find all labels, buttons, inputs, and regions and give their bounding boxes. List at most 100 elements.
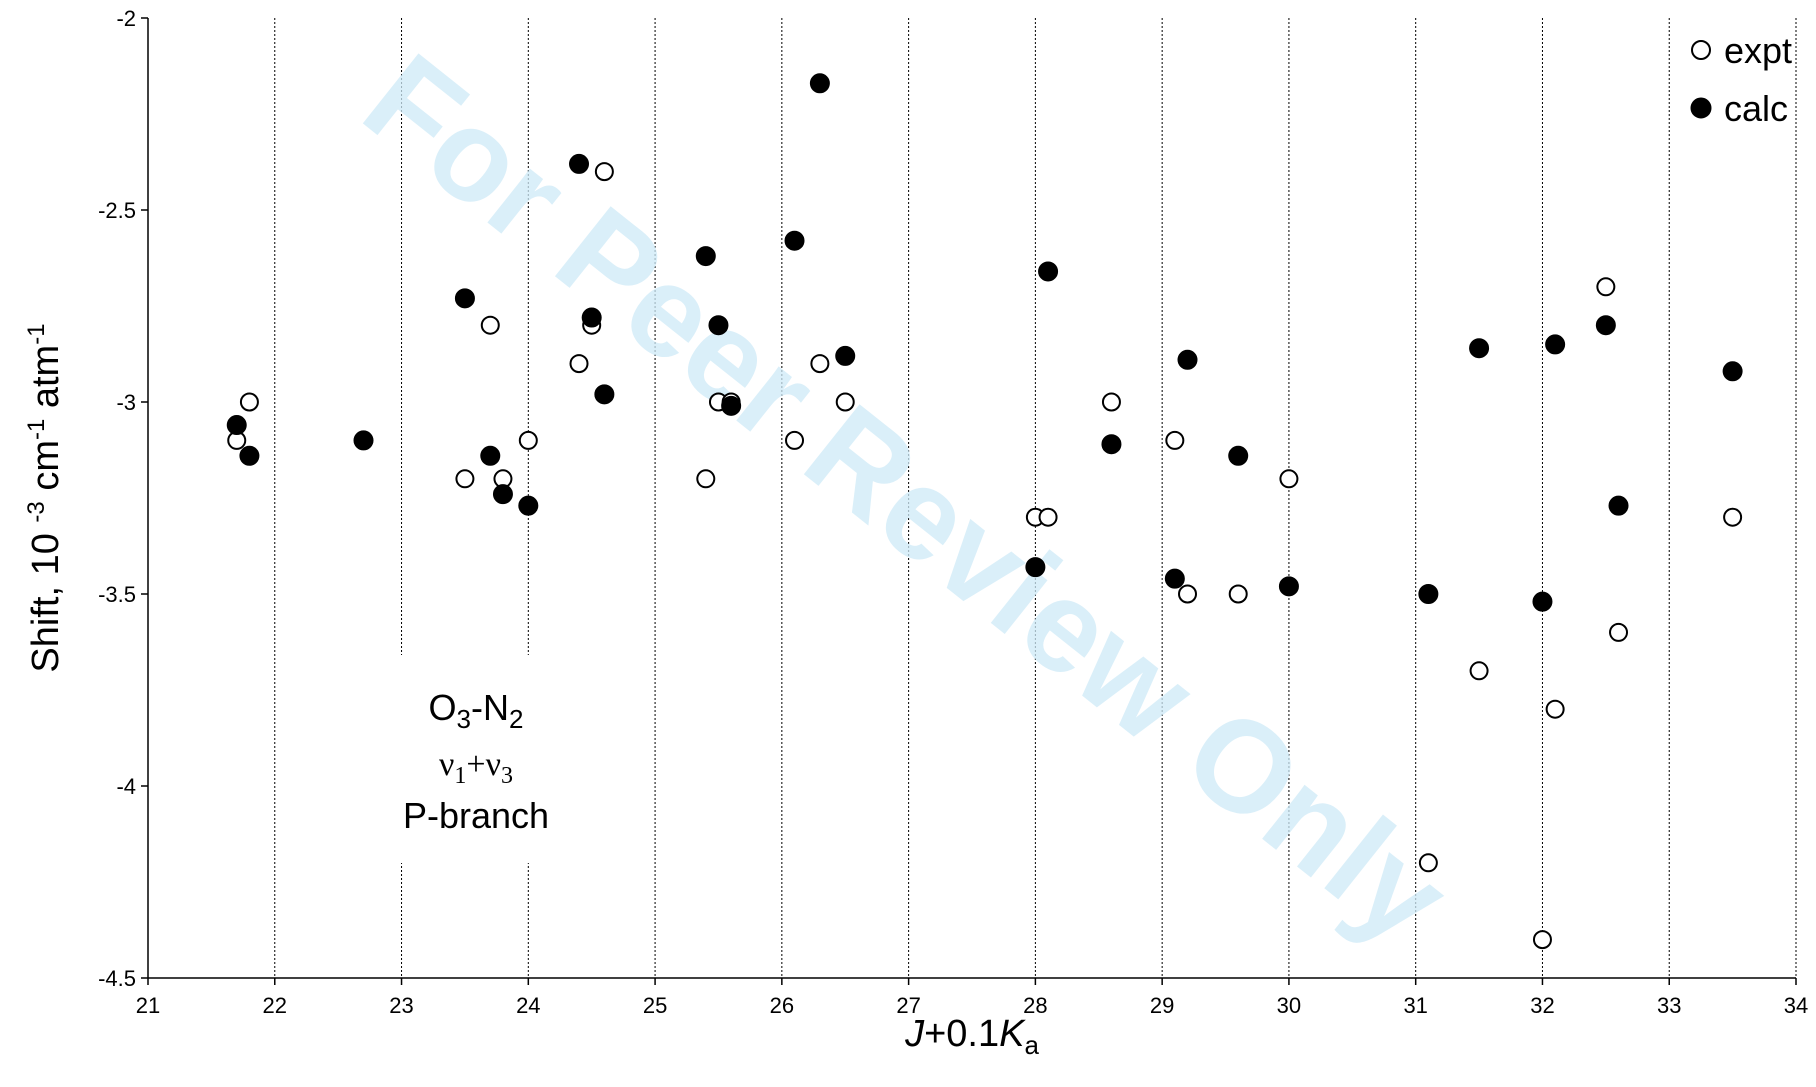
point-calc xyxy=(569,153,590,174)
point-calc xyxy=(1228,445,1249,466)
point-expt xyxy=(569,354,589,374)
annotation-band-sub1: 1 xyxy=(454,763,466,789)
point-calc xyxy=(695,246,716,267)
x-tick-label: 24 xyxy=(516,993,540,1018)
y-tick-label: -3 xyxy=(116,390,136,415)
y-axis-title-atm: atm xyxy=(25,345,67,419)
point-expt xyxy=(1596,277,1616,297)
point-expt xyxy=(696,469,716,489)
annotation-molecule-sub2: 2 xyxy=(509,704,523,734)
axes xyxy=(147,18,1796,979)
point-calc xyxy=(1545,334,1566,355)
x-tick-label: 26 xyxy=(770,993,794,1018)
point-expt xyxy=(1469,661,1489,681)
point-expt xyxy=(1609,622,1629,642)
x-axis-title-k: K xyxy=(999,1013,1026,1055)
point-calc xyxy=(1164,568,1185,589)
y-axis-title-exp1: -3 xyxy=(23,501,50,522)
y-tick-label: -4 xyxy=(116,774,136,799)
point-calc xyxy=(809,73,830,94)
point-calc xyxy=(226,415,247,436)
point-expt xyxy=(1418,853,1438,873)
point-expt xyxy=(785,430,805,450)
x-tick-label: 22 xyxy=(263,993,287,1018)
annotation-box xyxy=(372,655,582,863)
point-calc xyxy=(1418,584,1439,604)
y-axis-title-exp2: -1 xyxy=(23,419,50,440)
annotation-molecule-sub1: 3 xyxy=(457,704,471,734)
point-calc xyxy=(518,495,539,516)
point-calc xyxy=(1177,349,1198,370)
x-tick-label: 32 xyxy=(1530,993,1554,1018)
point-calc xyxy=(480,445,501,466)
point-calc xyxy=(492,484,513,505)
y-ticks: -2 -2.5 -3 -3.5 -4 -4.5 xyxy=(98,6,148,991)
point-expt xyxy=(518,430,538,450)
legend-marker-calc xyxy=(1690,97,1712,119)
point-calc xyxy=(1278,576,1299,597)
x-tick-label: 34 xyxy=(1784,993,1808,1018)
point-calc xyxy=(1469,338,1490,359)
point-expt xyxy=(239,392,259,412)
annotation-molecule: O3-N2 xyxy=(429,687,524,734)
annotation-molecule-n: -N xyxy=(471,687,509,728)
point-calc xyxy=(1532,591,1553,612)
y-tick-label: -3.5 xyxy=(98,582,136,607)
point-calc xyxy=(581,307,602,328)
x-axis-title-sub: a xyxy=(1024,1030,1039,1060)
point-calc xyxy=(594,384,615,405)
x-tick-label: 23 xyxy=(389,993,413,1018)
x-tick-label: 28 xyxy=(1023,993,1047,1018)
annotation: O3-N2 ν1+ν3 P-branch xyxy=(403,687,549,836)
x-ticks: 21 22 23 24 25 26 27 28 29 30 31 32 33 34 xyxy=(136,978,1808,1018)
legend-label-calc: calc xyxy=(1724,88,1788,129)
point-expt xyxy=(835,392,855,412)
x-tick-label: 30 xyxy=(1277,993,1301,1018)
annotation-branch: P-branch xyxy=(403,795,549,836)
point-expt xyxy=(455,469,475,489)
point-expt xyxy=(1038,507,1058,527)
point-calc xyxy=(454,288,475,309)
point-calc xyxy=(784,230,805,251)
point-calc xyxy=(1038,261,1059,282)
annotation-band-nu3: +ν xyxy=(466,746,501,783)
point-expt xyxy=(594,162,614,182)
annotation-band: ν1+ν3 xyxy=(439,746,513,789)
y-tick-label: -2 xyxy=(116,6,136,31)
point-expt xyxy=(1165,430,1185,450)
point-calc xyxy=(1608,495,1629,516)
y-axis-title-cm: cm xyxy=(25,440,67,501)
point-calc xyxy=(1722,361,1743,382)
y-axis-title-main: Shift, 10 xyxy=(25,523,67,673)
x-axis-title-j: J xyxy=(904,1013,925,1055)
y-axis-title: Shift, 10 -3 cm-1 atm-1 xyxy=(23,323,67,672)
annotation-band-sub3: 3 xyxy=(501,763,513,789)
y-tick-label: -4.5 xyxy=(98,966,136,991)
point-expt xyxy=(1545,699,1565,719)
legend: expt calc xyxy=(1690,30,1792,129)
point-calc xyxy=(708,315,729,336)
point-expt xyxy=(1279,469,1299,489)
point-expt xyxy=(1723,507,1743,527)
point-calc xyxy=(353,430,374,451)
point-calc xyxy=(721,395,742,416)
x-tick-label: 31 xyxy=(1403,993,1427,1018)
point-expt xyxy=(810,354,830,374)
point-expt xyxy=(1532,930,1552,950)
x-tick-label: 33 xyxy=(1657,993,1681,1018)
annotation-band-nu1: ν xyxy=(439,746,454,783)
point-expt xyxy=(1228,584,1248,604)
x-axis-title: J+0.1Ka xyxy=(904,1013,1039,1060)
point-calc xyxy=(239,445,260,466)
x-tick-label: 27 xyxy=(896,993,920,1018)
x-tick-label: 29 xyxy=(1150,993,1174,1018)
point-expt xyxy=(1178,584,1198,604)
legend-label-expt: expt xyxy=(1724,30,1792,71)
point-calc xyxy=(1025,557,1046,578)
point-calc xyxy=(835,345,856,366)
y-tick-label: -2.5 xyxy=(98,198,136,223)
x-tick-label: 21 xyxy=(136,993,160,1018)
point-expt xyxy=(480,315,500,335)
point-calc xyxy=(1595,315,1616,336)
